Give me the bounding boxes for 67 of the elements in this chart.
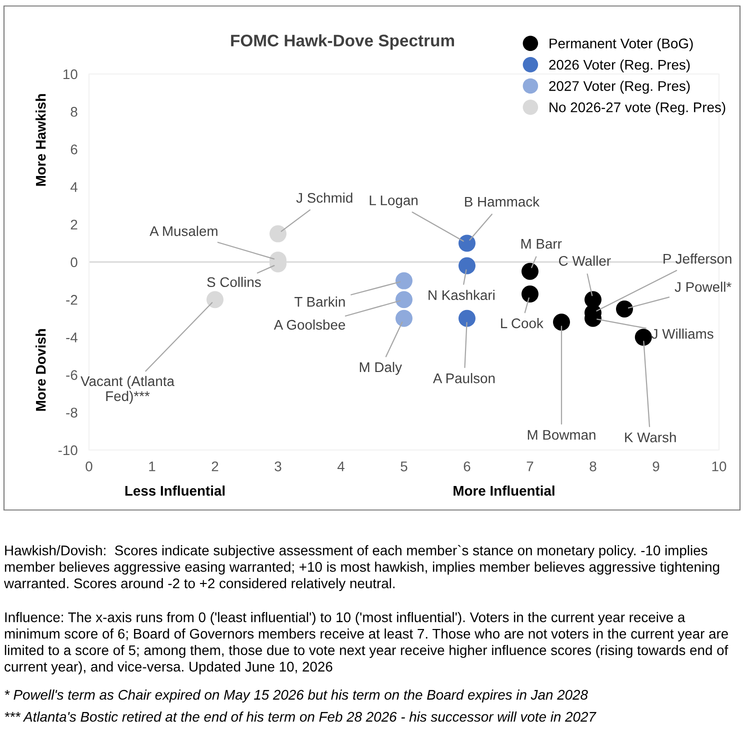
point — [395, 291, 413, 308]
annotation: J Powell* — [674, 282, 732, 292]
point — [269, 225, 287, 242]
annotation: B Hammack — [465, 196, 540, 207]
annotation: S Collins — [207, 276, 261, 288]
text: * Powell's term as Chair expired on May 15 2026 but his term on the Board expires in Jan 2028 — [4, 690, 588, 702]
annotation: A Musalem — [150, 226, 218, 236]
annotation: L Cook — [501, 318, 544, 328]
x-tick-label: 1 — [149, 462, 156, 472]
annotation: L Logan — [370, 196, 418, 208]
x-tick-label: 9 — [652, 461, 660, 472]
text: More Dovish — [36, 329, 46, 411]
annotation: A Paulson — [432, 373, 495, 384]
annotation: C Waller — [559, 256, 611, 266]
x-tick-label: 7 — [526, 462, 534, 472]
x-tick-label: 4 — [337, 462, 344, 472]
text: More Hawkish — [36, 94, 46, 186]
point — [521, 262, 539, 280]
y-tick-label: 8 — [70, 106, 78, 117]
y-tick-label: 4 — [70, 182, 78, 192]
y-tick-label: 10 — [64, 69, 78, 80]
annotation: J Williams — [652, 328, 714, 339]
annotation: A Goolsbee — [274, 320, 346, 330]
point — [206, 291, 224, 308]
point — [552, 314, 570, 331]
annotation: M Daly — [360, 362, 402, 375]
annotation: J Schmid — [296, 192, 352, 203]
annotation: T Barkin — [294, 296, 345, 307]
text: Influence: The x-axis runs from 0 ('least influential') to 10 ('most influential'). Voters in the current year receive a minimum score of 6; Board of Governors members receive at least 7. Those who are not voters in the current year are limited to a score of 5; among them, those due to vote next year receive higher influence scores (rising towards end of current year), and vice-versa. Updated June 10, 2026 — [4, 612, 728, 674]
x-tick-label: 10 — [712, 461, 726, 472]
y-tick-label: -8 — [66, 408, 78, 418]
point — [458, 257, 476, 274]
legend-label: Permanent Voter (BoG) — [550, 38, 693, 52]
y-tick-label: 6 — [70, 144, 78, 154]
legend-label: No 2026-27 vote (Reg. Pres) — [550, 102, 726, 115]
x-tick-label: 6 — [464, 461, 470, 472]
point — [458, 310, 476, 327]
point — [395, 310, 413, 327]
annotation: P Jefferson — [664, 254, 732, 264]
x-tick-label: 0 — [86, 461, 92, 472]
text: More Influential — [454, 486, 554, 496]
legend-label: 2026 Voter (Reg. Pres) — [549, 59, 690, 72]
x-tick-label: 2 — [212, 461, 218, 472]
y-tick-label: 2 — [70, 220, 78, 230]
point — [458, 234, 476, 252]
y-tick-label: 0 — [70, 257, 78, 268]
y-tick-label: -6 — [66, 370, 78, 380]
annotation: N Kashkari — [428, 290, 494, 300]
text: *** Atlanta's Bostic retired at the end of his term on Feb 28 2026 - his successor will vote in 2027 — [4, 712, 596, 722]
x-tick-label: 5 — [400, 462, 408, 472]
annotation: M Barr — [521, 239, 562, 249]
point — [521, 285, 539, 302]
text: Hawkish/Dovish: Scores indicate subjective assessment of each member`s stance on monetary policy. -10 implies member believes aggressive easing warranted; +10 is most hawkish, implies member believes aggressive tightening warranted. Scores around -2 to +2 considered relatively neutral. — [4, 545, 720, 592]
legend-label: 2027 Voter (Reg. Pres) — [549, 80, 690, 94]
chart-title: FOMC Hawk-Dove Spectrum — [231, 34, 454, 50]
text: Less Influential — [125, 486, 225, 496]
y-tick-label: -2 — [66, 294, 78, 305]
annotation: K Warsh — [625, 432, 676, 442]
x-tick-label: 8 — [590, 461, 596, 472]
annotation: Vacant (Atlanta Fed)*** — [80, 376, 174, 404]
point — [395, 272, 413, 290]
annotation: M Bowman — [528, 430, 596, 440]
x-tick-label: 3 — [274, 461, 282, 472]
y-tick-label: -10 — [58, 445, 78, 456]
point — [634, 328, 652, 346]
y-tick-label: -4 — [66, 332, 78, 342]
point — [616, 300, 634, 318]
